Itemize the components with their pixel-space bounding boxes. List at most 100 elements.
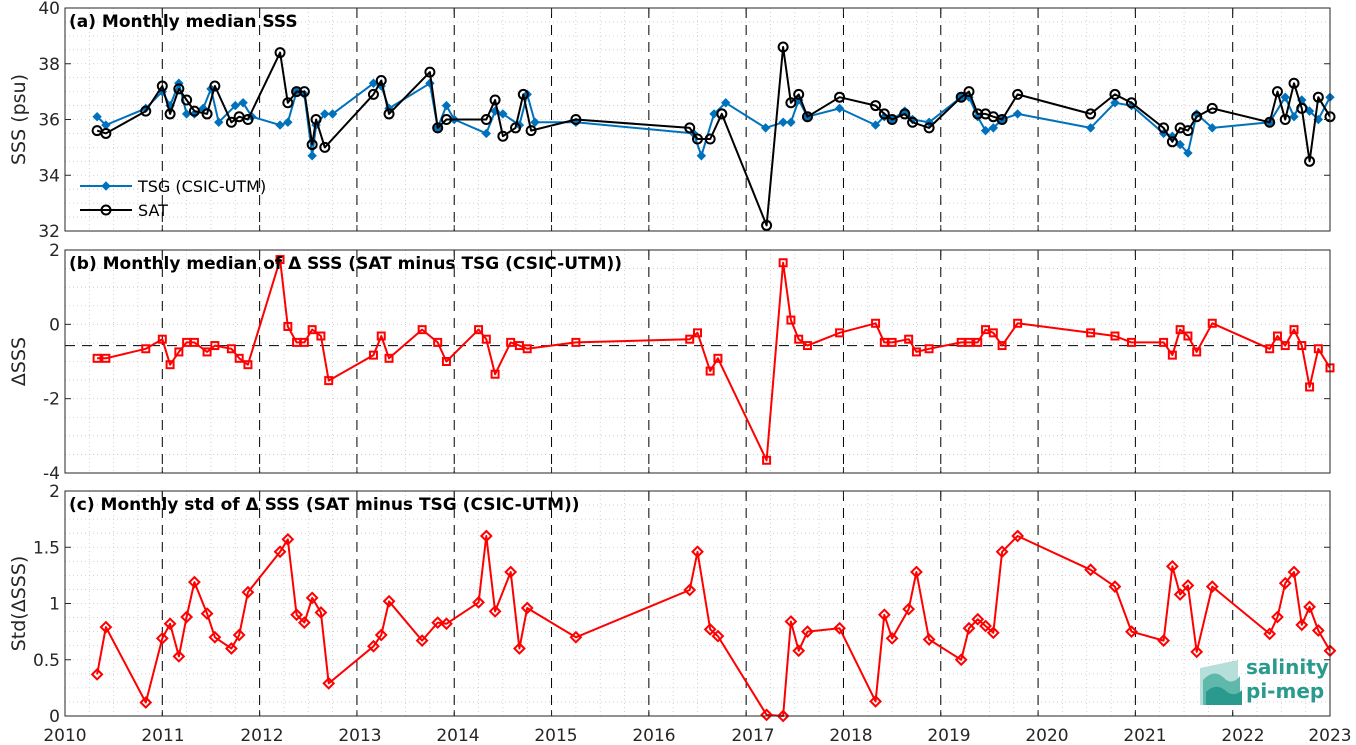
x-tick-label: 2015: [534, 726, 577, 745]
data-point: [1011, 529, 1025, 543]
y-tick-label: 1: [49, 595, 60, 615]
data-point: [1280, 341, 1290, 351]
data-point: [208, 630, 222, 644]
x-tick-label: 2011: [141, 726, 184, 745]
data-point: [1205, 580, 1219, 594]
salinity-pi-mep-logo: salinity pi-mep: [1200, 655, 1329, 705]
data-point: [705, 366, 715, 376]
data-point: [971, 612, 985, 626]
data-point: [1125, 97, 1137, 109]
x-tick-label: 2012: [240, 726, 283, 745]
data-point: [157, 334, 167, 344]
data-point: [569, 630, 583, 644]
data-point: [1288, 77, 1300, 89]
data-point: [887, 337, 897, 347]
x-tick-label: 2016: [632, 726, 675, 745]
data-point: [907, 116, 919, 128]
data-point: [224, 642, 238, 655]
data-point: [375, 74, 387, 86]
data-point: [92, 112, 102, 122]
data-point: [479, 529, 493, 543]
data-point: [1182, 125, 1194, 137]
data-point: [1012, 88, 1024, 100]
x-tick-label: 2018: [829, 726, 872, 745]
data-point: [878, 108, 890, 120]
data-point: [910, 565, 923, 579]
data-point: [1305, 382, 1315, 392]
data-point: [316, 331, 326, 341]
data-point: [871, 318, 881, 328]
data-point: [382, 594, 396, 608]
data-point: [762, 455, 772, 465]
series-delta: [92, 255, 1335, 465]
data-point: [924, 344, 934, 354]
x-tick-label: 2010: [43, 726, 86, 745]
data-point: [692, 133, 703, 145]
data-point: [1175, 325, 1185, 335]
data-point: [440, 114, 452, 125]
data-point: [234, 353, 244, 363]
data-point: [101, 353, 111, 363]
data-point: [776, 709, 790, 723]
data-point: [955, 91, 967, 103]
data-point: [786, 315, 796, 325]
data-point: [164, 108, 176, 120]
data-point: [1086, 328, 1096, 338]
data-point: [869, 694, 882, 708]
data-point: [1084, 563, 1098, 577]
data-point: [92, 353, 102, 363]
data-point: [141, 344, 151, 354]
data-point: [1108, 580, 1122, 594]
data-point: [210, 341, 220, 351]
data-point: [1311, 624, 1325, 637]
data-point: [291, 86, 303, 98]
data-point: [1125, 625, 1138, 639]
data-point: [417, 325, 427, 335]
data-point: [376, 331, 386, 341]
data-point: [384, 353, 394, 363]
data-point: [684, 122, 696, 134]
data-point: [777, 41, 789, 53]
data-point: [520, 601, 534, 615]
data-point: [298, 86, 310, 98]
data-point: [172, 649, 186, 663]
legend: TSG (CSIC-UTM) SAT: [80, 177, 266, 220]
data-point: [297, 616, 311, 630]
data-point: [481, 334, 491, 344]
data-point: [1165, 559, 1179, 573]
data-point: [513, 642, 526, 655]
data-point: [713, 353, 723, 363]
data-point: [1173, 588, 1187, 601]
data-point: [173, 83, 185, 95]
data-point: [964, 337, 974, 347]
data-point: [835, 328, 845, 338]
data-point: [1264, 116, 1276, 128]
data-point: [1126, 337, 1136, 347]
data-point: [1157, 634, 1171, 648]
data-point: [1313, 344, 1323, 354]
panel-b: -4 -2 0 2 ΔSSS (b) Monthly median of Δ SSS (S…: [8, 241, 1335, 484]
data-point: [155, 631, 169, 645]
data-point: [415, 634, 429, 648]
data-point: [431, 616, 445, 630]
data-point: [188, 575, 201, 589]
y-tick-label: 32: [38, 222, 60, 242]
data-point: [275, 255, 285, 265]
axes-frame: [64, 249, 1331, 474]
data-point: [911, 347, 921, 357]
data-point: [314, 606, 328, 619]
data-point: [833, 621, 846, 635]
series-sat: [91, 41, 1336, 231]
data-point: [979, 619, 992, 633]
data-point: [241, 585, 255, 599]
data-point: [225, 116, 237, 128]
data-point: [792, 644, 806, 658]
data-point: [100, 204, 112, 216]
data-point: [525, 125, 537, 137]
data-point: [489, 94, 501, 106]
data-point: [1183, 331, 1193, 341]
data-point: [870, 100, 882, 112]
panel-title: (b) Monthly median of Δ SSS (SAT minus T…: [69, 254, 622, 274]
data-point: [441, 100, 452, 111]
data-point: [760, 708, 774, 722]
